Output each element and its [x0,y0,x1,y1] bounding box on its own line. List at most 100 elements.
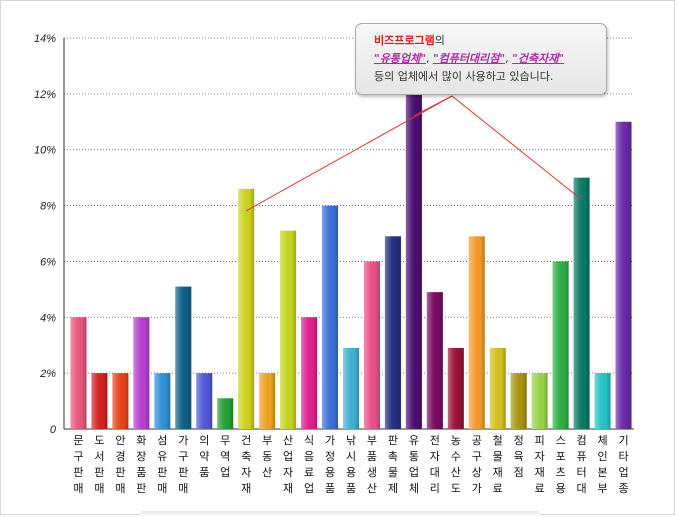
callout-sep: , [425,52,433,65]
bar [91,373,108,429]
bar [175,286,192,429]
y-tick-label: 4% [40,312,56,324]
bar-shine [301,317,318,429]
callout-line-2: "유통업체", "컴퓨터대리점", "건축자재" [374,50,596,68]
bar [573,177,590,429]
y-tick-label: 8% [40,201,56,213]
bar [280,230,297,429]
x-axis-labels: 문 구 판 매 도 서 판 매 안 경 판 매 화 장 품 판 섬 유 판 매 가 구 판 매 의 약 품 무 역 업 건 축 자 재 부 동 산 산 업 자… [73,434,628,495]
bar [70,317,87,429]
bar-shine [238,188,255,429]
bar [217,398,234,429]
bar-shine [426,292,443,429]
callout-pointer-line [451,95,582,201]
bar-shine [489,348,506,429]
bar [133,317,150,429]
bar-shine [573,177,590,429]
bar [594,373,611,429]
y-tick-label: 14% [34,33,56,45]
callout-line1-rest: 의 [434,34,445,47]
callout-pointer-line [245,95,453,212]
bar [384,236,401,429]
bar-shine [217,398,234,429]
callout-item-construction: "건축자재" [512,52,565,65]
bar [301,317,318,429]
bar-shine [91,373,108,429]
y-tick-label: 6% [40,256,56,268]
bar-shine [384,236,401,429]
bar-shine [154,373,171,429]
y-tick-label: 10% [34,145,56,157]
bar [196,373,213,429]
callout-box: 비즈프로그램의 "유통업체", "컴퓨터대리점", "건축자재" 등의 업체에서… [355,23,607,95]
bar-shine [615,121,632,430]
bar-shine [447,348,464,429]
callout-pointer-line [413,95,453,117]
y-tick-label: 0 [50,424,57,436]
callout-highlight: 비즈프로그램 [374,34,435,47]
bar [489,348,506,429]
bar [322,205,339,429]
bar-shine [531,373,548,429]
bar-shine [112,373,129,429]
bar-shine [363,261,380,429]
callout-item-computer: "컴퓨터대리점" [432,52,506,65]
bar-shine [510,373,527,429]
bar [238,188,255,429]
bar [426,292,443,429]
bar [447,348,464,429]
bar [405,93,422,429]
bar [615,121,632,430]
bar [468,236,485,429]
bar [259,373,276,429]
y-tick-label: 2% [39,368,56,380]
bar [112,373,129,429]
bar [552,261,569,429]
bar [531,373,548,429]
bar [343,348,359,429]
bar-shine [259,373,276,429]
bar-shine [175,286,192,429]
bar-shine [594,373,611,429]
bar-shine [196,373,213,429]
bar-shine [343,348,359,429]
callout-pointers [245,95,582,212]
bar [154,373,171,429]
y-axis-ticks: 0 2% 4% 6% 8% 10% 12% 14% [34,33,57,436]
bar [363,261,380,429]
callout-item-distribution: "유통업체" [374,52,426,65]
y-tick-label: 12% [34,89,56,101]
bar-shine [405,93,422,429]
bottom-shadow [140,511,540,517]
bar-shine [133,317,150,429]
bar-shine [70,317,87,429]
bar-shine [280,230,297,429]
bar [510,373,527,429]
